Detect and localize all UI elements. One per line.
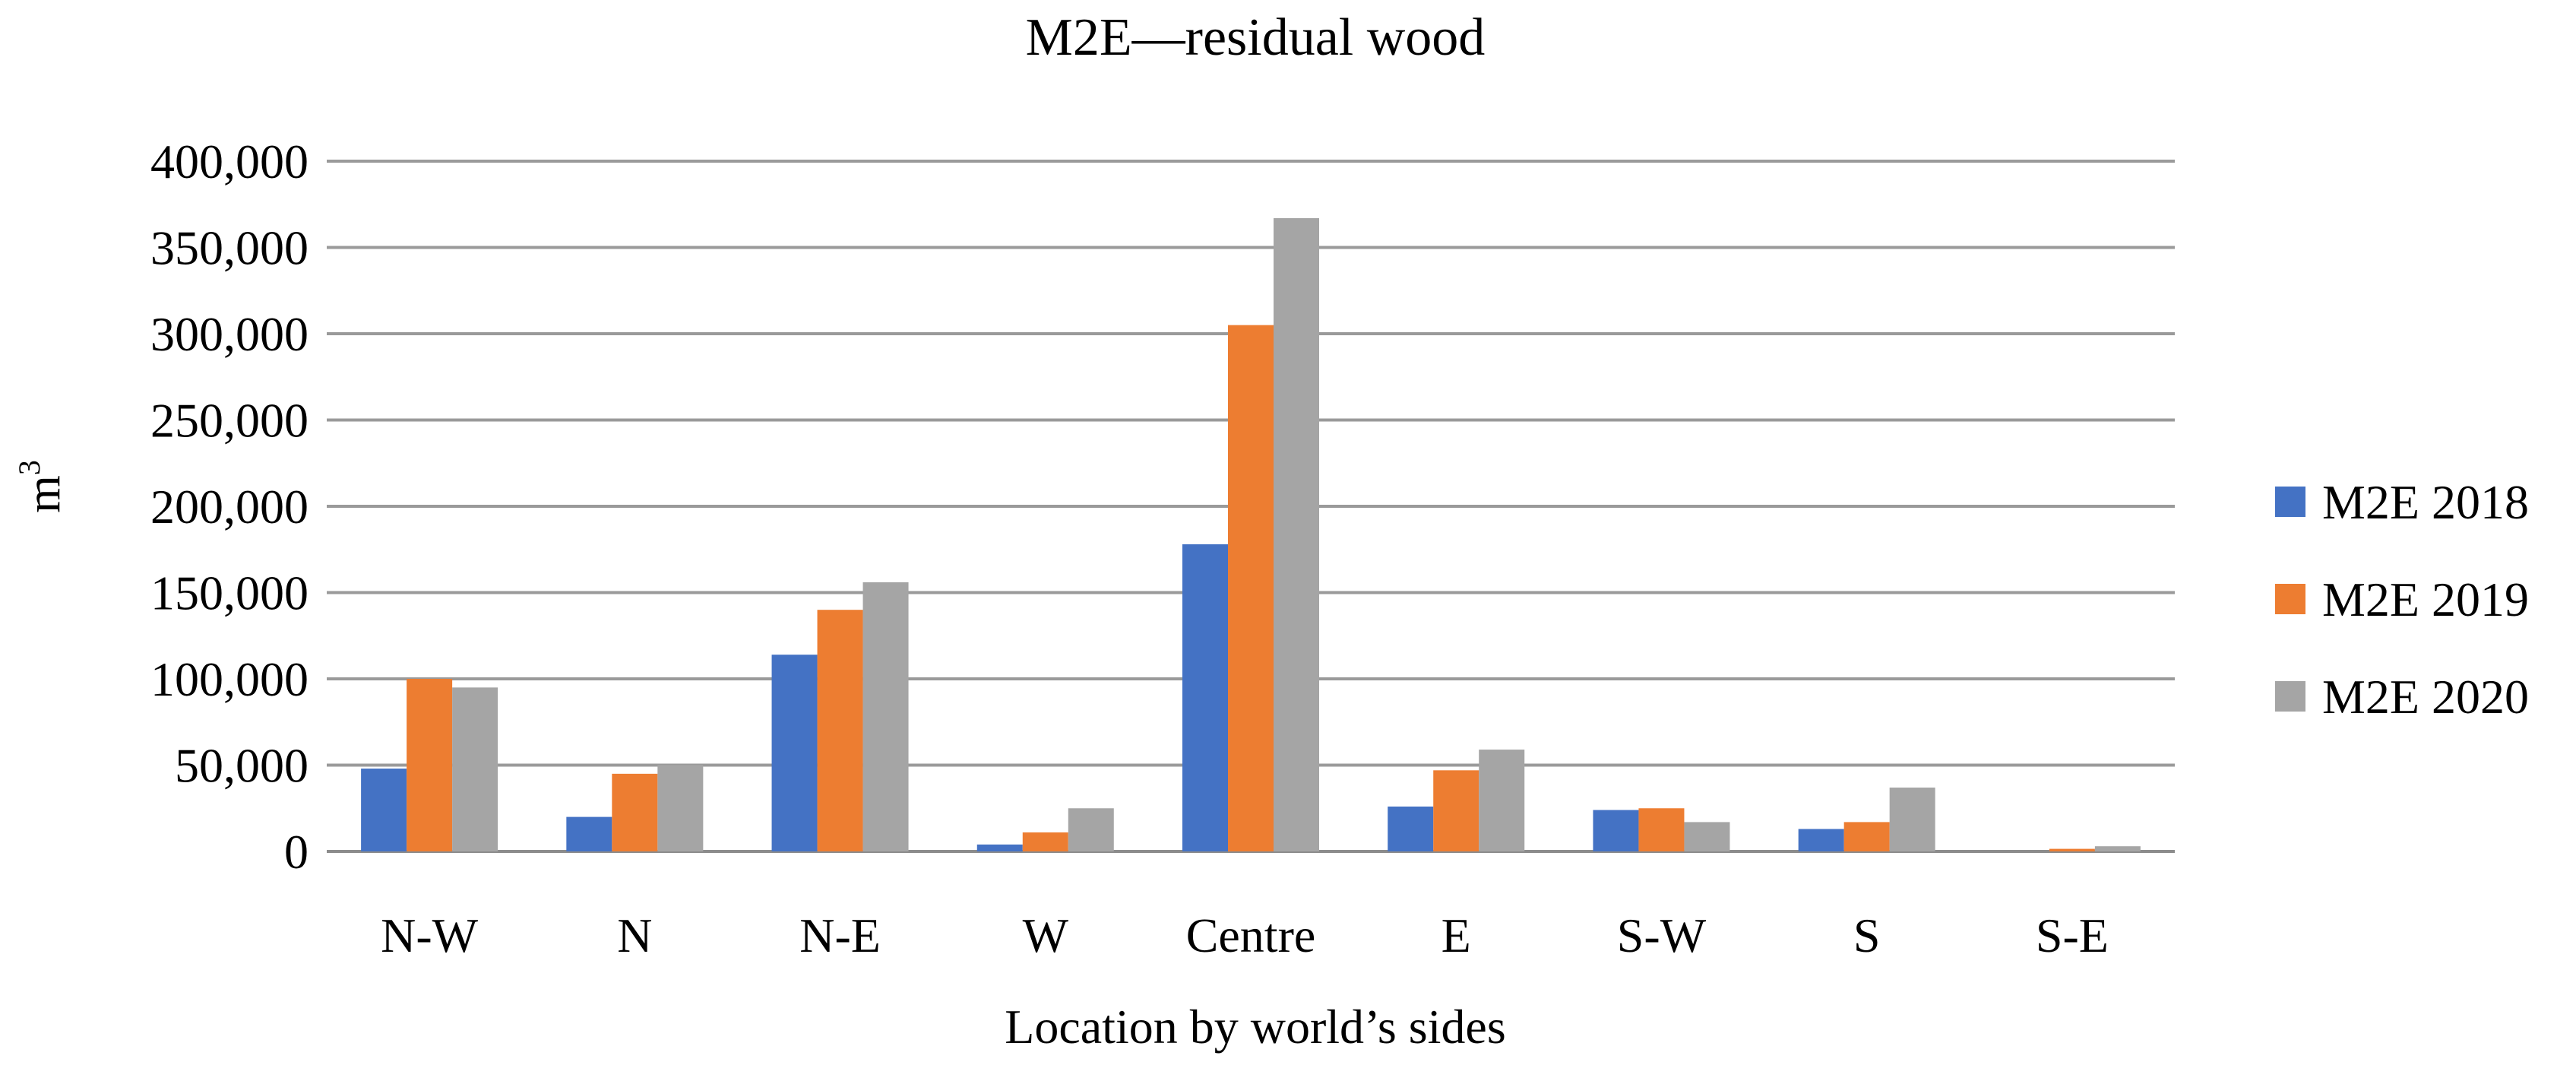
bar <box>1182 544 1228 851</box>
legend-swatch <box>2275 584 2305 614</box>
bar <box>1798 829 1844 851</box>
x-tick-label: Centre <box>1186 908 1316 962</box>
bar <box>566 816 612 851</box>
legend-label: M2E 2020 <box>2322 670 2529 724</box>
legend-swatch <box>2275 487 2305 517</box>
bar <box>1479 750 1525 851</box>
bar <box>1843 822 1890 851</box>
x-tick-label: N <box>617 908 652 962</box>
y-tick-label: 0 <box>284 825 309 879</box>
x-tick-label: S-E <box>2036 908 2109 962</box>
bar <box>361 769 407 851</box>
bar <box>1593 810 1639 851</box>
bar <box>612 773 658 851</box>
bar <box>407 679 453 851</box>
x-tick-label: W <box>1023 908 1069 962</box>
legend-label: M2E 2018 <box>2322 475 2529 529</box>
bar <box>771 655 818 851</box>
x-tick-label: S <box>1853 908 1881 962</box>
bar <box>1433 770 1479 851</box>
bar <box>1889 788 1935 851</box>
chart-title: M2E—residual wood <box>1026 8 1486 67</box>
bar <box>1638 808 1685 851</box>
y-axis-title-superscript: 3 <box>12 460 46 475</box>
bar <box>1274 217 1319 851</box>
legend: M2E 2018 M2E 2019 M2E 2020 <box>2275 475 2529 724</box>
y-tick-label: 300,000 <box>150 307 309 361</box>
x-tick-label: N-E <box>799 908 881 962</box>
bar <box>976 844 1023 851</box>
y-axis-ticks: 0 50,000 100,000 150,000 200,000 250,000 300,0… <box>150 135 309 879</box>
y-axis-title-text: m <box>16 475 70 513</box>
bar <box>2049 848 2095 851</box>
y-tick-label: 400,000 <box>150 135 309 189</box>
bar <box>2094 846 2141 851</box>
bar <box>1684 822 1730 851</box>
x-axis-title: Location by world’s sides <box>1005 1000 1505 1054</box>
bars <box>361 217 2141 851</box>
y-tick-label: 200,000 <box>150 480 309 534</box>
y-axis-title: m3 <box>12 460 70 513</box>
legend-swatch <box>2275 681 2305 712</box>
y-tick-label: 150,000 <box>150 566 309 620</box>
svg-text:m3: m3 <box>12 460 70 513</box>
bar <box>1022 832 1068 851</box>
bar <box>657 765 704 851</box>
y-tick-label: 100,000 <box>150 652 309 706</box>
bar <box>817 610 863 851</box>
y-tick-label: 50,000 <box>175 739 309 793</box>
bar <box>1388 806 1434 851</box>
y-tick-label: 250,000 <box>150 394 309 448</box>
x-tick-label: E <box>1441 908 1471 962</box>
bar <box>1068 808 1114 851</box>
y-tick-label: 350,000 <box>150 221 309 275</box>
x-tick-label: S-W <box>1617 908 1707 962</box>
x-tick-label: N-W <box>381 908 479 962</box>
bar <box>452 687 498 851</box>
x-axis-ticks: N-W N N-E W Centre E S-W S S-E <box>381 908 2109 962</box>
legend-label: M2E 2019 <box>2322 572 2529 626</box>
bar <box>1228 325 1274 851</box>
bar <box>862 582 909 851</box>
